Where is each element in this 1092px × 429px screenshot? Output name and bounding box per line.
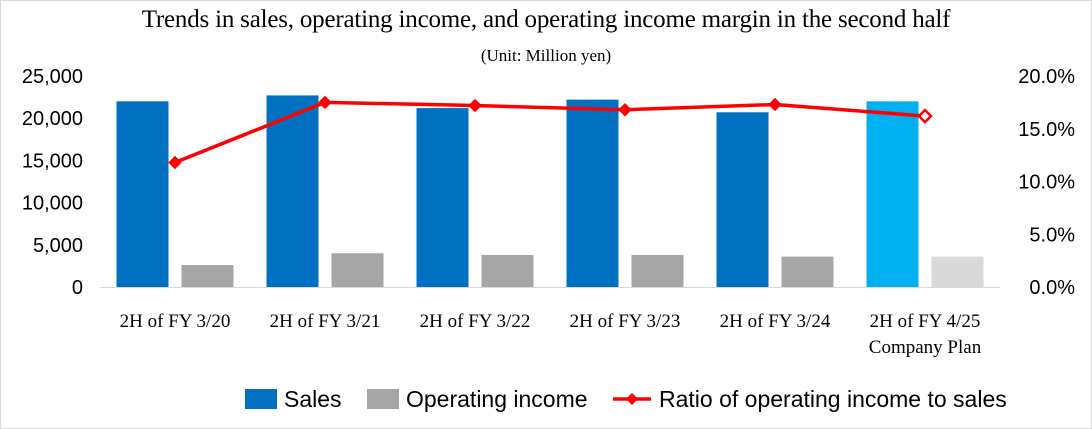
y-left-tick-label: 20,000 <box>22 108 83 130</box>
x-category-label: 2H of FY 4/25 <box>870 311 981 332</box>
sales-bar <box>116 101 169 287</box>
y-right-tick-label: 10.0% <box>1018 172 1075 194</box>
y-right-tick-label: 20.0% <box>1018 66 1075 88</box>
x-category-label: 2H of FY 3/23 <box>570 311 681 332</box>
operating-income-bar <box>931 256 984 287</box>
ratio-point <box>468 98 482 113</box>
y-left-tick-label: 5,000 <box>33 235 83 257</box>
ratio-point <box>768 97 782 112</box>
y-right-tick-label: 0.0% <box>1029 277 1075 299</box>
ratio-point <box>917 108 933 124</box>
x-category-label: 2H of FY 3/21 <box>270 311 381 332</box>
sales-bar <box>716 112 769 288</box>
legend-sales-label: Sales <box>284 386 342 412</box>
chart-title: Trends in sales, operating income, and o… <box>141 6 951 33</box>
sales-bar <box>566 99 619 287</box>
legend-operating-income-label: Operating income <box>406 386 588 412</box>
operating-income-bar <box>631 254 684 287</box>
chart-subtitle: (Unit: Million yen) <box>480 46 612 65</box>
x-category-label: Company Plan <box>869 337 982 358</box>
legend-ratio-label: Ratio of operating income to sales <box>659 386 1007 412</box>
operating-income-bar <box>781 256 834 287</box>
x-category-label: 2H of FY 3/22 <box>420 311 531 332</box>
legend-ratio-marker <box>626 393 638 405</box>
legend-sales-swatch <box>245 389 277 409</box>
ratio-line <box>174 100 926 165</box>
sales-bar <box>866 101 919 287</box>
ratio-point <box>618 103 632 117</box>
ratio-point <box>168 155 182 170</box>
y-left-tick-label: 10,000 <box>22 193 83 215</box>
y-left-tick-label: 15,000 <box>22 150 83 172</box>
y-right-tick-label: 15.0% <box>1018 119 1075 141</box>
sales-bar <box>416 108 469 288</box>
y-left-tick-label: 25,000 <box>22 66 83 88</box>
ratio-point <box>318 95 332 110</box>
y-left-tick-label: 0 <box>72 277 83 299</box>
y-right-tick-label: 5.0% <box>1029 224 1075 246</box>
sales-bar <box>266 95 319 287</box>
x-category-label: 2H of FY 3/20 <box>120 311 231 332</box>
x-category-label: 2H of FY 3/24 <box>720 311 831 332</box>
legend-operating-income-swatch <box>367 389 399 409</box>
operating-income-bar <box>331 253 384 287</box>
operating-income-bar <box>181 265 234 287</box>
operating-income-bar <box>481 254 534 287</box>
